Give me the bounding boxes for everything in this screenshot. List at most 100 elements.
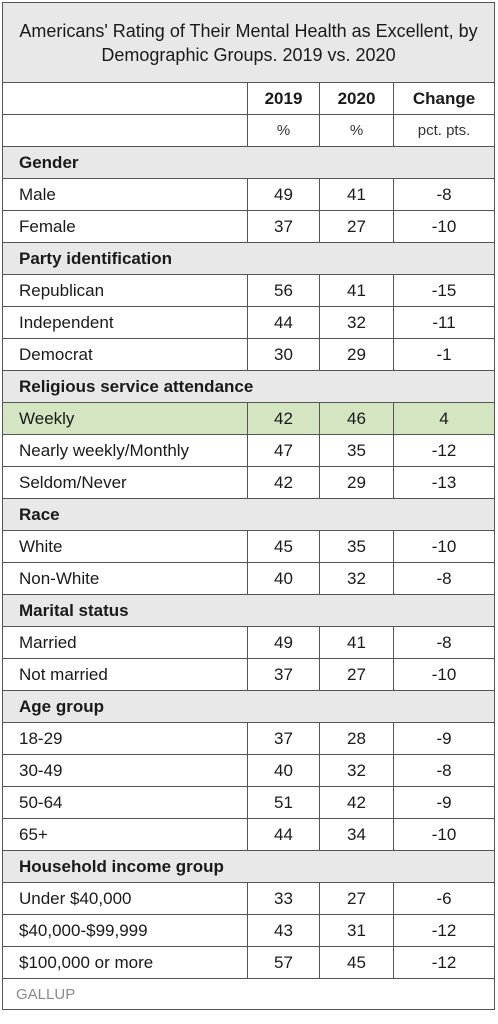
column-header-2019: 2019 bbox=[248, 83, 320, 114]
table-row: $40,000-$99,999 43 31 -12 bbox=[3, 915, 494, 947]
cell-2020: 29 bbox=[320, 339, 394, 370]
row-label: $40,000-$99,999 bbox=[3, 915, 248, 946]
source-label: GALLUP bbox=[16, 985, 76, 1003]
cell-2020: 35 bbox=[320, 435, 394, 466]
row-label: Female bbox=[3, 211, 248, 242]
unit-label bbox=[3, 115, 248, 146]
cell-2020: 45 bbox=[320, 947, 394, 978]
row-label: Nearly weekly/Monthly bbox=[3, 435, 248, 466]
cell-change: -10 bbox=[431, 216, 457, 236]
cell-change: 4 bbox=[439, 408, 449, 428]
cell-change: -8 bbox=[436, 568, 452, 588]
cell-change: -12 bbox=[431, 952, 457, 972]
table-row: $100,000 or more 57 45 -12 bbox=[3, 947, 494, 979]
table-row: Married 49 41 -8 bbox=[3, 627, 494, 659]
data-table: Americans' Rating of Their Mental Health… bbox=[2, 2, 495, 1010]
cell-change: -10 bbox=[431, 824, 457, 844]
table-title: Americans' Rating of Their Mental Health… bbox=[3, 3, 494, 83]
cell-2019: 43 bbox=[248, 915, 320, 946]
cell-change: -10 bbox=[431, 536, 457, 556]
cell-change: -12 bbox=[431, 920, 457, 940]
cell-2019: 56 bbox=[248, 275, 320, 306]
table-row: Not married 37 27 -10 bbox=[3, 659, 494, 691]
row-label: Male bbox=[3, 179, 248, 210]
cell-2019: 37 bbox=[248, 211, 320, 242]
cell-2020: 28 bbox=[320, 723, 394, 754]
cell-2019: 57 bbox=[248, 947, 320, 978]
cell-2019: 47 bbox=[248, 435, 320, 466]
row-label: Seldom/Never bbox=[3, 467, 248, 498]
cell-2019: 49 bbox=[248, 179, 320, 210]
cell-2019: 42 bbox=[248, 467, 320, 498]
cell-2020: 31 bbox=[320, 915, 394, 946]
cell-2019: 44 bbox=[248, 307, 320, 338]
cell-change: -8 bbox=[436, 632, 452, 652]
cell-2019: 40 bbox=[248, 755, 320, 786]
table-row: 50-64 51 42 -9 bbox=[3, 787, 494, 819]
row-label: Democrat bbox=[3, 339, 248, 370]
cell-2019: 45 bbox=[248, 531, 320, 562]
cell-2020: 32 bbox=[320, 563, 394, 594]
row-label: 65+ bbox=[3, 819, 248, 850]
group-header: Gender bbox=[3, 147, 494, 179]
table-row: Non-White 40 32 -8 bbox=[3, 563, 494, 595]
unit-2019: % bbox=[248, 115, 320, 146]
cell-2020: 46 bbox=[320, 403, 394, 434]
cell-2019: 42 bbox=[248, 403, 320, 434]
table-row: Seldom/Never 42 29 -13 bbox=[3, 467, 494, 499]
column-header-label bbox=[3, 83, 248, 114]
cell-change: -9 bbox=[436, 728, 452, 748]
cell-2019: 44 bbox=[248, 819, 320, 850]
cell-2019: 49 bbox=[248, 627, 320, 658]
cell-change: -12 bbox=[431, 440, 457, 460]
row-label: Married bbox=[3, 627, 248, 658]
table-row: White 45 35 -10 bbox=[3, 531, 494, 563]
table-body: Gender Male 49 41 -8 Female 37 27 -10 Party ident… bbox=[3, 147, 494, 979]
cell-2019: 33 bbox=[248, 883, 320, 914]
cell-2019: 40 bbox=[248, 563, 320, 594]
unit-change: pct. pts. bbox=[417, 122, 471, 139]
cell-change: -6 bbox=[436, 888, 452, 908]
table-row: Under $40,000 33 27 -6 bbox=[3, 883, 494, 915]
cell-change: -8 bbox=[436, 184, 452, 204]
cell-change: -13 bbox=[431, 472, 457, 492]
cell-2020: 29 bbox=[320, 467, 394, 498]
table-row: Independent 44 32 -11 bbox=[3, 307, 494, 339]
cell-2019: 30 bbox=[248, 339, 320, 370]
cell-2020: 32 bbox=[320, 755, 394, 786]
cell-change: -8 bbox=[436, 760, 452, 780]
cell-change: -9 bbox=[436, 792, 452, 812]
cell-2019: 51 bbox=[248, 787, 320, 818]
row-label: 50-64 bbox=[3, 787, 248, 818]
row-label: 30-49 bbox=[3, 755, 248, 786]
table-row: Nearly weekly/Monthly 47 35 -12 bbox=[3, 435, 494, 467]
table-row: 65+ 44 34 -10 bbox=[3, 819, 494, 851]
table-row: Republican 56 41 -15 bbox=[3, 275, 494, 307]
cell-2020: 41 bbox=[320, 275, 394, 306]
column-header-2020: 2020 bbox=[320, 83, 394, 114]
cell-2020: 27 bbox=[320, 659, 394, 690]
cell-2019: 37 bbox=[248, 659, 320, 690]
group-header: Religious service attendance bbox=[3, 371, 494, 403]
unit-row: % % pct. pts. bbox=[3, 115, 494, 147]
cell-change: -11 bbox=[432, 312, 456, 332]
cell-change: -15 bbox=[431, 280, 457, 300]
table-row: Male 49 41 -8 bbox=[3, 179, 494, 211]
table-row: Weekly 42 46 4 bbox=[3, 403, 494, 435]
cell-2020: 35 bbox=[320, 531, 394, 562]
row-label: Independent bbox=[3, 307, 248, 338]
group-header: Party identification bbox=[3, 243, 494, 275]
table-row: Female 37 27 -10 bbox=[3, 211, 494, 243]
column-header-row: 2019 2020 Change bbox=[3, 83, 494, 115]
column-header-change: Change bbox=[412, 88, 476, 108]
cell-2019: 37 bbox=[248, 723, 320, 754]
cell-2020: 27 bbox=[320, 211, 394, 242]
row-label: Republican bbox=[3, 275, 248, 306]
cell-2020: 41 bbox=[320, 627, 394, 658]
group-header: Race bbox=[3, 499, 494, 531]
cell-2020: 34 bbox=[320, 819, 394, 850]
row-label: White bbox=[3, 531, 248, 562]
group-header: Marital status bbox=[3, 595, 494, 627]
group-header: Household income group bbox=[3, 851, 494, 883]
group-header: Age group bbox=[3, 691, 494, 723]
